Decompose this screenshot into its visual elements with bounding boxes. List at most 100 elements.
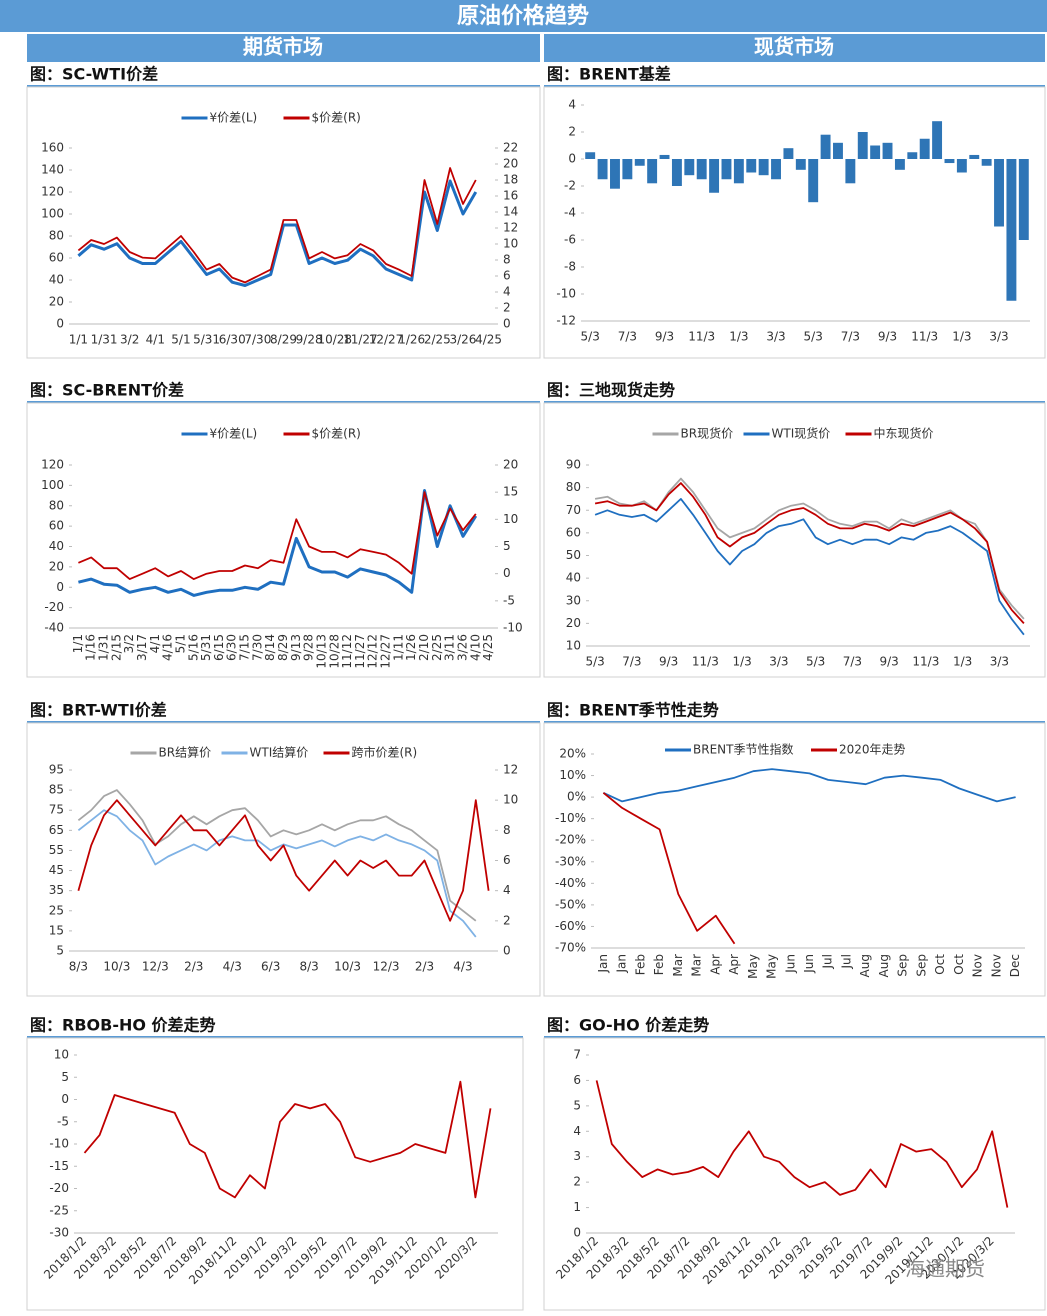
x-tick-label: 4/3 bbox=[453, 960, 472, 974]
bar bbox=[994, 159, 1004, 227]
bar bbox=[783, 148, 794, 159]
x-tick-label: 2/3 bbox=[184, 960, 203, 974]
y-tick-label: 0 bbox=[568, 152, 576, 166]
bar bbox=[944, 159, 955, 164]
x-tick-label: 9/28 bbox=[296, 333, 323, 347]
legend-label: 2020年走势 bbox=[839, 743, 906, 757]
x-tick-label: 12/3 bbox=[373, 960, 400, 974]
x-tick-label: Nov bbox=[971, 954, 985, 977]
bar bbox=[659, 154, 670, 159]
x-tick-label: 10/3 bbox=[103, 960, 130, 974]
x-tick-label: 7/15 bbox=[238, 634, 252, 661]
x-tick-label: 11/3 bbox=[692, 655, 719, 669]
y-tick-label: 20 bbox=[49, 559, 64, 573]
y-tick-label: 7 bbox=[573, 1048, 581, 1062]
panel bbox=[543, 1037, 1046, 1311]
x-tick-label: Mar bbox=[690, 954, 704, 977]
bar bbox=[833, 142, 843, 159]
line bbox=[594, 477, 1025, 620]
y2-tick-label: 12 bbox=[503, 763, 518, 777]
y2-tick-label: 18 bbox=[503, 173, 518, 187]
x-tick-label: Sep bbox=[896, 954, 910, 977]
chart-title: 图：BRENT基差 bbox=[547, 65, 671, 84]
y2-tick-label: 0 bbox=[503, 317, 511, 331]
y-tick-label: 55 bbox=[49, 843, 64, 857]
line bbox=[78, 491, 477, 580]
x-tick-label: 3/17 bbox=[135, 634, 149, 661]
x-tick-label: 3/3 bbox=[989, 330, 1008, 344]
x-tick-label: 6/15 bbox=[212, 634, 226, 661]
y-tick-label: 1 bbox=[573, 1200, 581, 1214]
bar bbox=[820, 134, 831, 159]
x-tick-label: 4/25 bbox=[475, 333, 502, 347]
bar bbox=[771, 159, 781, 180]
bar bbox=[808, 159, 819, 203]
x-tick-label: Nov bbox=[989, 954, 1003, 977]
y-tick-label: 90 bbox=[566, 458, 581, 472]
x-tick-label: 5/3 bbox=[581, 330, 600, 344]
x-tick-label: 10/28 bbox=[317, 333, 352, 347]
y-tick-label: 20 bbox=[566, 616, 581, 630]
x-tick-label: Aug bbox=[858, 954, 872, 977]
chart-title: 图：三地现货走势 bbox=[547, 381, 675, 400]
x-tick-label: 5/16 bbox=[186, 634, 200, 661]
x-tick-label: 4/1 bbox=[146, 333, 165, 347]
y-tick-label: 5 bbox=[61, 1070, 69, 1084]
y2-tick-label: 0 bbox=[503, 944, 511, 958]
y-tick-label: -25 bbox=[49, 1203, 69, 1217]
y2-tick-label: 16 bbox=[503, 189, 518, 203]
y-tick-label: 95 bbox=[49, 763, 64, 777]
x-tick-label: Jan bbox=[615, 954, 629, 974]
y2-tick-label: 12 bbox=[503, 221, 518, 235]
panel bbox=[543, 86, 1046, 359]
y2-tick-label: 2 bbox=[503, 301, 511, 315]
x-tick-label: 11/3 bbox=[688, 330, 715, 344]
y-tick-label: -20 bbox=[49, 1181, 69, 1195]
chart-title: 图：GO-HO 价差走势 bbox=[547, 1016, 709, 1035]
legend-label: WTI现货价 bbox=[772, 426, 831, 441]
x-tick-label: 3/26 bbox=[455, 634, 469, 661]
y-tick-label: -10 bbox=[49, 1137, 69, 1151]
y-tick-label: 140 bbox=[41, 163, 64, 177]
y-tick-label: -20% bbox=[555, 833, 586, 847]
x-tick-label: 4/3 bbox=[223, 960, 242, 974]
legend-label: WTI结算价 bbox=[250, 745, 309, 760]
y-tick-label: -30 bbox=[49, 1226, 69, 1240]
x-tick-label: 8/29 bbox=[276, 634, 290, 661]
y-tick-label: 100 bbox=[41, 207, 64, 221]
y-tick-label: 60 bbox=[49, 519, 64, 533]
bar bbox=[845, 159, 856, 184]
x-tick-label: 11/27 bbox=[353, 634, 367, 669]
y2-tick-label: 20 bbox=[503, 157, 518, 171]
x-tick-label: Sep bbox=[914, 954, 928, 977]
x-tick-label: 12/27 bbox=[369, 333, 404, 347]
y-tick-label: 120 bbox=[41, 458, 64, 472]
y2-tick-label: 10 bbox=[503, 793, 518, 807]
y2-tick-label: 4 bbox=[503, 883, 511, 897]
bar bbox=[647, 159, 658, 184]
x-tick-label: Jun bbox=[802, 954, 816, 974]
y-tick-label: 30 bbox=[566, 593, 581, 607]
y-tick-label: 4 bbox=[568, 98, 576, 112]
bar bbox=[585, 152, 596, 159]
x-tick-label: 4/16 bbox=[161, 634, 175, 661]
legend-label: BR结算价 bbox=[159, 745, 212, 760]
y-tick-label: 60 bbox=[49, 251, 64, 265]
x-tick-label: 2/25 bbox=[424, 333, 451, 347]
bar bbox=[684, 159, 695, 176]
y2-tick-label: 6 bbox=[503, 853, 511, 867]
panel bbox=[26, 1037, 524, 1311]
x-tick-label: 5/3 bbox=[806, 655, 825, 669]
y2-tick-label: 4 bbox=[503, 285, 511, 299]
x-tick-label: 8/3 bbox=[299, 960, 318, 974]
x-tick-label: 4/10 bbox=[468, 634, 482, 661]
bar bbox=[870, 145, 881, 159]
y-tick-label: -40% bbox=[555, 876, 586, 890]
line bbox=[77, 799, 490, 922]
x-tick-label: 5/1 bbox=[173, 634, 187, 653]
bar bbox=[758, 159, 769, 176]
y-tick-label: 80 bbox=[49, 498, 64, 512]
x-tick-label: 2/3 bbox=[415, 960, 434, 974]
panel bbox=[26, 86, 541, 359]
x-tick-label: 10/28 bbox=[327, 634, 341, 669]
